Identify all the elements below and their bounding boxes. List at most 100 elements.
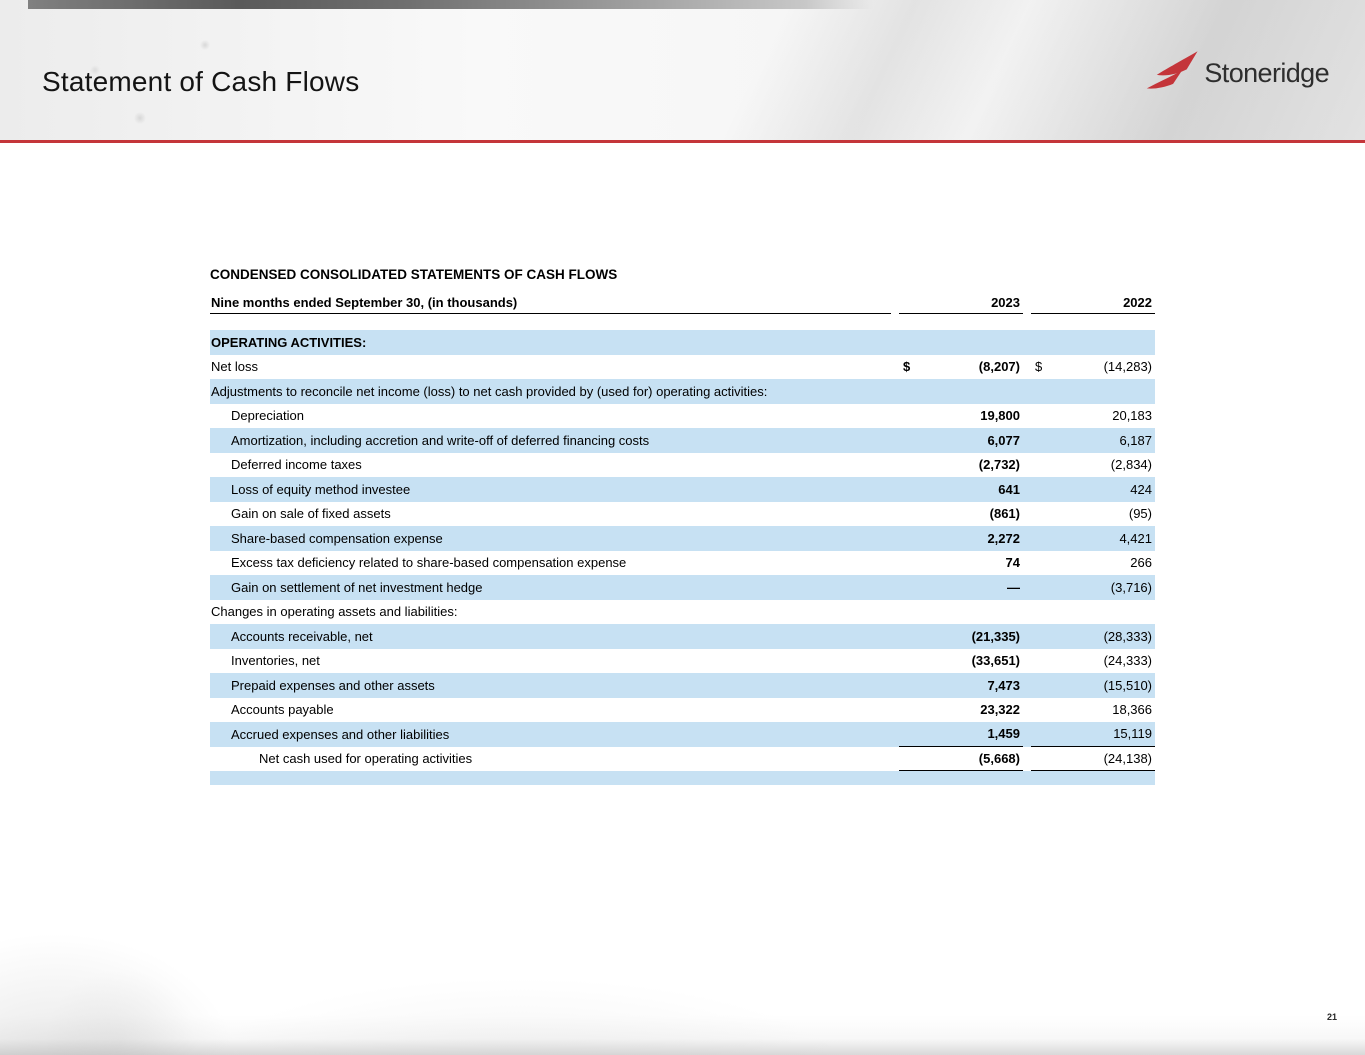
value-text: 1,459 <box>987 726 1020 742</box>
value-text: — <box>1007 579 1020 595</box>
value-y23: — <box>899 575 1023 600</box>
row-label: Gain on sale of fixed assets <box>231 506 391 522</box>
row-label: Amortization, including accretion and wr… <box>231 432 650 448</box>
value-y23: $ (8,207) <box>899 355 1023 380</box>
table-row: Accounts payable 23,322 18,366 <box>210 698 1155 723</box>
currency-symbol: $ <box>1035 359 1043 375</box>
value-text: 15,119 <box>1113 726 1152 742</box>
value-text: 7,473 <box>987 677 1020 693</box>
row-label: Deferred income taxes <box>231 457 362 473</box>
value-y23 <box>899 600 1023 625</box>
column-header-2023-text: 2023 <box>991 294 1020 310</box>
value-y23: (2,732) <box>899 453 1023 478</box>
value-text: 74 <box>1005 555 1020 571</box>
value-y22: 18,366 <box>1031 698 1155 723</box>
row-label: Loss of equity method investee <box>231 481 411 497</box>
table-row: Excess tax deficiency related to share-b… <box>210 551 1155 576</box>
table-row: Adjustments to reconcile net income (los… <box>210 379 1155 404</box>
value-y23 <box>899 379 1023 404</box>
table-header-row: Nine months ended September 30, (in thou… <box>210 291 1155 314</box>
value-y22: 20,183 <box>1031 404 1155 429</box>
value-text: 266 <box>1130 555 1152 571</box>
table-gap <box>210 314 1155 330</box>
value-y23: (21,335) <box>899 624 1023 649</box>
row-label: Accrued expenses and other liabilities <box>231 726 450 742</box>
value-text: (14,283) <box>1103 359 1152 375</box>
bottom-decor <box>0 825 1365 1055</box>
table-row: Deferred income taxes (2,732) (2,834) <box>210 453 1155 478</box>
table-row: Gain on settlement of net investment hed… <box>210 575 1155 600</box>
row-label <box>210 771 1155 785</box>
value-text: 19,800 <box>980 408 1020 424</box>
value-text: (3,716) <box>1110 579 1152 595</box>
header-divider <box>0 140 1365 143</box>
value-text: 20,183 <box>1112 408 1152 424</box>
stoneridge-logo-text: Stoneridge <box>1204 57 1329 88</box>
value-y23: 641 <box>899 477 1023 502</box>
table-row: OPERATING ACTIVITIES: <box>210 330 1155 355</box>
currency-symbol: $ <box>903 359 911 375</box>
table-row: Net cash used for operating activities (5… <box>210 747 1155 771</box>
row-label: Gain on settlement of net investment hed… <box>231 579 483 595</box>
column-header-2022: 2022 <box>1031 291 1155 314</box>
value-y23: 23,322 <box>899 698 1023 723</box>
value-y22 <box>1031 330 1155 355</box>
top-decor-strip <box>28 0 873 9</box>
table-row <box>210 771 1155 785</box>
table-row: Accrued expenses and other liabilities 1,… <box>210 722 1155 747</box>
value-y22: 266 <box>1031 551 1155 576</box>
page-number: 21 <box>1326 1012 1337 1022</box>
value-text: (33,651) <box>971 653 1020 669</box>
value-y23: (5,668) <box>899 747 1023 771</box>
value-text: (95) <box>1128 506 1152 522</box>
row-label: Net loss <box>211 359 258 375</box>
row-label: Prepaid expenses and other assets <box>231 677 435 693</box>
value-text: 18,366 <box>1112 702 1152 718</box>
value-y23: (33,651) <box>899 649 1023 674</box>
value-text: (2,732) <box>978 457 1020 473</box>
value-y22: 424 <box>1031 477 1155 502</box>
value-text: (24,333) <box>1103 653 1152 669</box>
table-row: Share-based compensation expense 2,272 4,4… <box>210 526 1155 551</box>
table-row: Net loss $ (8,207) $ (14,283) <box>210 355 1155 380</box>
table-title: CONDENSED CONSOLIDATED STATEMENTS OF CAS… <box>210 267 618 282</box>
value-text: 23,322 <box>980 702 1020 718</box>
value-text: (21,335) <box>971 628 1020 644</box>
value-text: 641 <box>998 481 1020 497</box>
value-y22: $ (14,283) <box>1031 355 1155 380</box>
row-label: Accounts receivable, net <box>231 628 373 644</box>
row-label: Inventories, net <box>231 653 320 669</box>
row-label: Adjustments to reconcile net income (los… <box>211 383 768 399</box>
value-text: (861) <box>989 506 1020 522</box>
row-label: Net cash used for operating activities <box>259 751 473 767</box>
value-y22: (15,510) <box>1031 673 1155 698</box>
value-text: 2,272 <box>987 530 1020 546</box>
value-y22: (2,834) <box>1031 453 1155 478</box>
value-text: (8,207) <box>978 359 1020 375</box>
stoneridge-swoosh-icon <box>1147 51 1198 89</box>
value-y23: 1,459 <box>899 722 1023 747</box>
value-y23: (861) <box>899 502 1023 527</box>
value-y22: 6,187 <box>1031 428 1155 453</box>
value-text: 4,421 <box>1119 530 1152 546</box>
table-row: Prepaid expenses and other assets 7,473 (1… <box>210 673 1155 698</box>
header-banner: Statement of Cash Flows Stoneridge <box>0 0 1365 143</box>
value-text: (15,510) <box>1103 677 1152 693</box>
value-y22: (28,333) <box>1031 624 1155 649</box>
row-label: Share-based compensation expense <box>231 530 443 546</box>
value-text: 6,187 <box>1119 432 1152 448</box>
value-y22: (3,716) <box>1031 575 1155 600</box>
row-label: Accounts payable <box>231 702 334 718</box>
value-text: (2,834) <box>1110 457 1152 473</box>
value-text: 424 <box>1130 481 1152 497</box>
table-row: Changes in operating assets and liabilit… <box>210 600 1155 625</box>
page-title: Statement of Cash Flows <box>42 66 360 97</box>
table-row: Loss of equity method investee 641 424 <box>210 477 1155 502</box>
column-header-2022-text: 2022 <box>1123 294 1152 310</box>
column-header-2023: 2023 <box>899 291 1023 314</box>
cash-flow-table: CONDENSED CONSOLIDATED STATEMENTS OF CAS… <box>210 266 1155 785</box>
table-row: Amortization, including accretion and wr… <box>210 428 1155 453</box>
value-y22: 15,119 <box>1031 722 1155 747</box>
value-y22: (24,138) <box>1031 747 1155 771</box>
